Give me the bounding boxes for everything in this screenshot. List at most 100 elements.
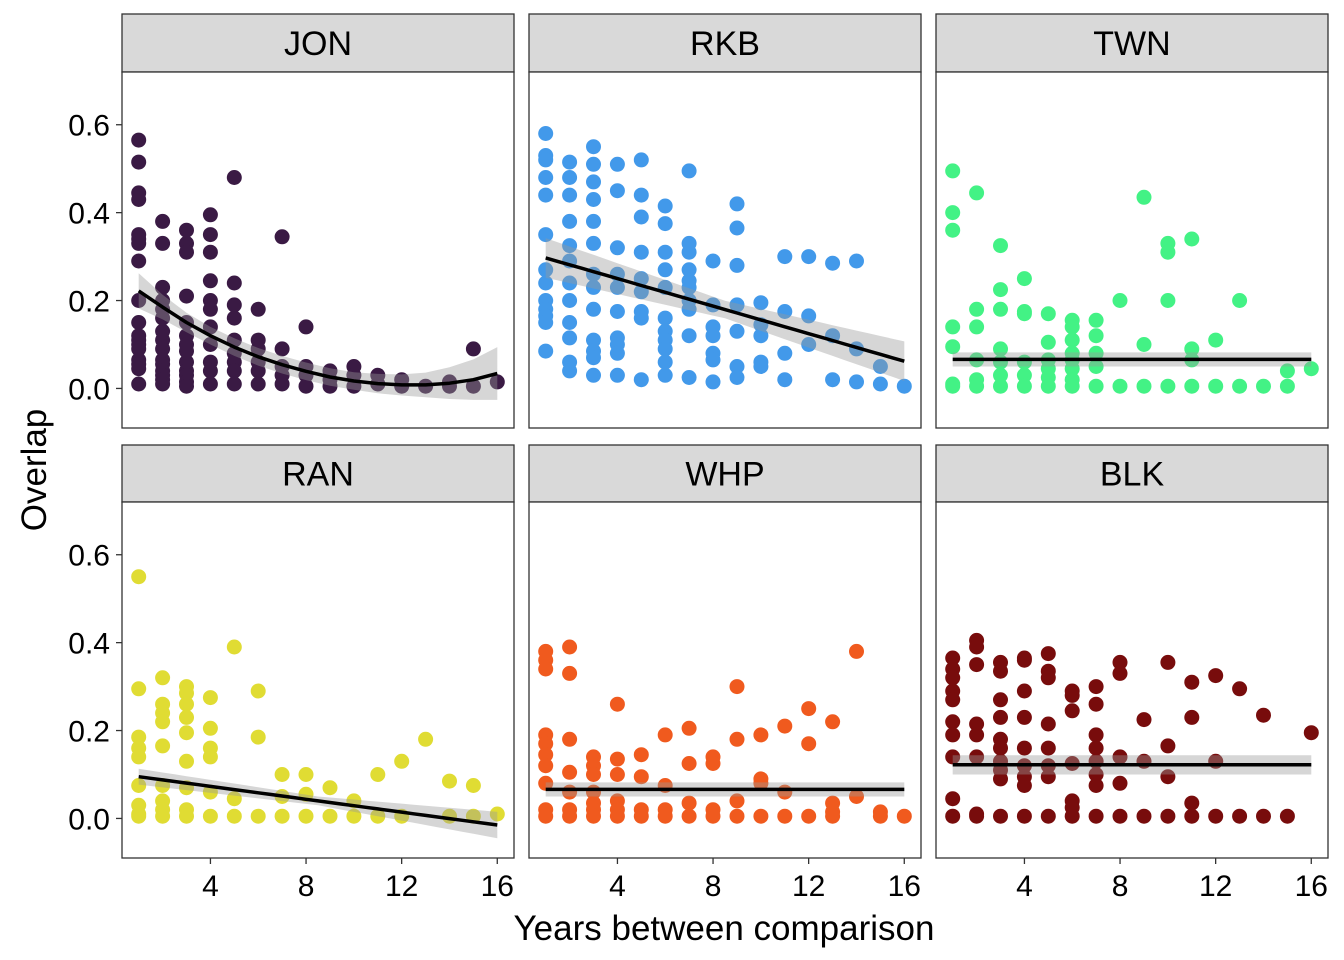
data-point	[1208, 378, 1224, 394]
data-point	[131, 749, 147, 765]
x-axis-label: Years between comparison	[514, 909, 935, 948]
series-points	[945, 163, 1319, 394]
data-point	[562, 665, 578, 681]
data-point	[1136, 337, 1152, 352]
data-point	[202, 749, 218, 765]
data-point	[346, 808, 362, 824]
data-point	[609, 183, 625, 199]
panel-border	[935, 71, 1329, 429]
data-point	[1136, 378, 1152, 394]
data-point	[945, 163, 961, 179]
data-point	[322, 808, 338, 824]
data-point	[562, 293, 578, 308]
data-point	[1136, 712, 1152, 728]
data-point	[993, 282, 1008, 298]
data-point	[1112, 665, 1128, 681]
panel-border	[935, 501, 1329, 859]
data-point	[131, 132, 147, 148]
data-point	[1088, 778, 1104, 793]
data-point	[1088, 740, 1104, 756]
data-point	[1064, 378, 1080, 394]
data-point	[657, 808, 673, 824]
data-point	[945, 749, 961, 765]
y-tick-label: 0.0	[68, 803, 110, 836]
confidence-band	[138, 768, 498, 839]
panel-blk: BLK	[935, 444, 1329, 859]
data-point	[538, 747, 554, 763]
data-point	[179, 343, 194, 359]
x-tick-label: 12	[792, 870, 825, 903]
data-point	[1279, 363, 1295, 379]
data-point	[633, 808, 649, 824]
data-point	[1160, 808, 1176, 824]
data-point	[465, 778, 481, 793]
x-tick-label: 8	[1112, 870, 1129, 903]
data-point	[538, 170, 554, 185]
data-point	[274, 767, 290, 782]
data-point	[801, 736, 817, 752]
data-point	[1016, 652, 1032, 668]
data-point	[538, 262, 554, 278]
data-point	[681, 328, 697, 344]
data-point	[993, 771, 1008, 787]
data-point	[1016, 778, 1032, 793]
data-point	[155, 714, 171, 730]
panel-twn: TWN	[935, 13, 1329, 429]
data-point	[657, 244, 673, 260]
data-point	[202, 273, 218, 289]
data-point	[1256, 707, 1271, 723]
data-point	[370, 767, 386, 782]
trend-line	[137, 289, 498, 387]
data-point	[705, 756, 721, 771]
data-point	[993, 341, 1008, 357]
data-point	[131, 808, 147, 824]
data-point	[729, 359, 745, 374]
data-point	[1184, 378, 1200, 394]
x-tick-label: 4	[609, 870, 626, 903]
data-point	[562, 170, 578, 185]
data-point	[1184, 709, 1200, 725]
data-point	[945, 205, 961, 221]
data-point	[202, 337, 218, 352]
data-point	[1016, 367, 1032, 383]
data-point	[179, 709, 194, 725]
data-point	[1232, 293, 1248, 308]
data-point	[465, 341, 481, 357]
data-point	[681, 262, 697, 278]
data-point	[465, 378, 481, 394]
data-point	[657, 727, 673, 743]
data-point	[1040, 808, 1056, 824]
x-tick-label: 16	[481, 870, 514, 903]
data-point	[1088, 378, 1104, 394]
data-point	[1040, 646, 1056, 662]
data-point	[1040, 740, 1056, 756]
data-point	[1088, 679, 1104, 695]
data-point	[801, 701, 817, 717]
data-point	[1088, 312, 1104, 328]
data-point	[131, 681, 147, 697]
data-point	[202, 207, 218, 223]
data-point	[945, 339, 961, 355]
data-point	[298, 767, 314, 782]
data-point	[562, 238, 578, 254]
data-point	[969, 378, 985, 394]
data-point	[538, 661, 554, 677]
data-point	[993, 301, 1008, 317]
data-point	[202, 690, 218, 706]
data-point	[586, 301, 601, 317]
data-point	[777, 304, 793, 319]
data-point	[1208, 668, 1224, 684]
data-point	[538, 758, 554, 774]
facet-strip	[935, 13, 1329, 73]
data-point	[801, 249, 817, 265]
data-point	[250, 376, 266, 392]
x-tick-label: 12	[1199, 870, 1232, 903]
y-tick-label: 0.0	[68, 373, 110, 406]
data-point	[298, 808, 314, 824]
data-point	[969, 319, 985, 335]
data-point	[1184, 808, 1200, 824]
data-point	[945, 727, 961, 743]
data-point	[753, 359, 769, 374]
data-point	[155, 310, 171, 326]
data-point	[945, 670, 961, 686]
